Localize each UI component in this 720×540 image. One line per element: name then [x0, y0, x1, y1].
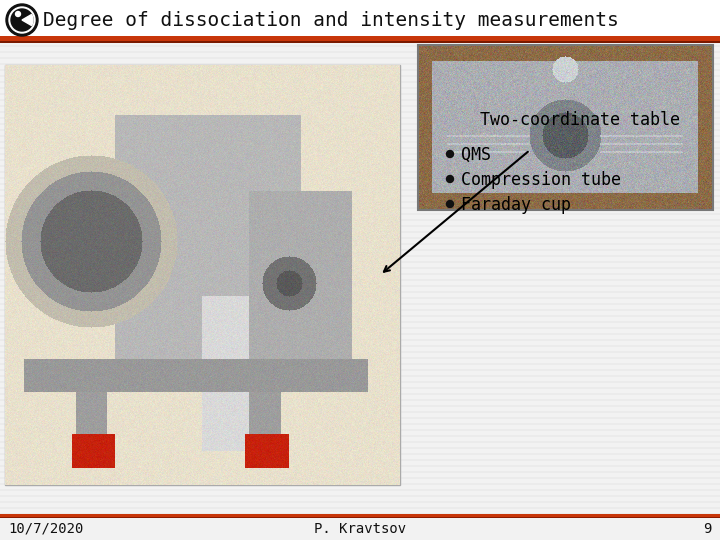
- FancyBboxPatch shape: [0, 516, 720, 518]
- Text: 9: 9: [703, 522, 712, 536]
- Circle shape: [9, 7, 35, 33]
- FancyBboxPatch shape: [0, 36, 720, 41]
- Text: Degree of dissociation and intensity measurements: Degree of dissociation and intensity mea…: [43, 10, 618, 30]
- FancyBboxPatch shape: [5, 65, 400, 485]
- FancyBboxPatch shape: [0, 0, 720, 37]
- Text: Faraday cup: Faraday cup: [461, 196, 571, 214]
- Text: 10/7/2020: 10/7/2020: [8, 522, 84, 536]
- Text: QMS: QMS: [461, 146, 491, 164]
- Wedge shape: [22, 15, 33, 25]
- Circle shape: [446, 151, 454, 158]
- Text: P. Kravtsov: P. Kravtsov: [314, 522, 406, 536]
- Text: Compression tube: Compression tube: [461, 171, 621, 189]
- FancyBboxPatch shape: [0, 41, 720, 43]
- Text: Two-coordinate table: Two-coordinate table: [480, 111, 680, 129]
- Circle shape: [6, 4, 38, 36]
- FancyBboxPatch shape: [0, 514, 720, 516]
- Circle shape: [446, 176, 454, 183]
- Circle shape: [11, 9, 33, 31]
- FancyBboxPatch shape: [0, 518, 720, 540]
- Circle shape: [16, 11, 20, 17]
- Circle shape: [446, 200, 454, 207]
